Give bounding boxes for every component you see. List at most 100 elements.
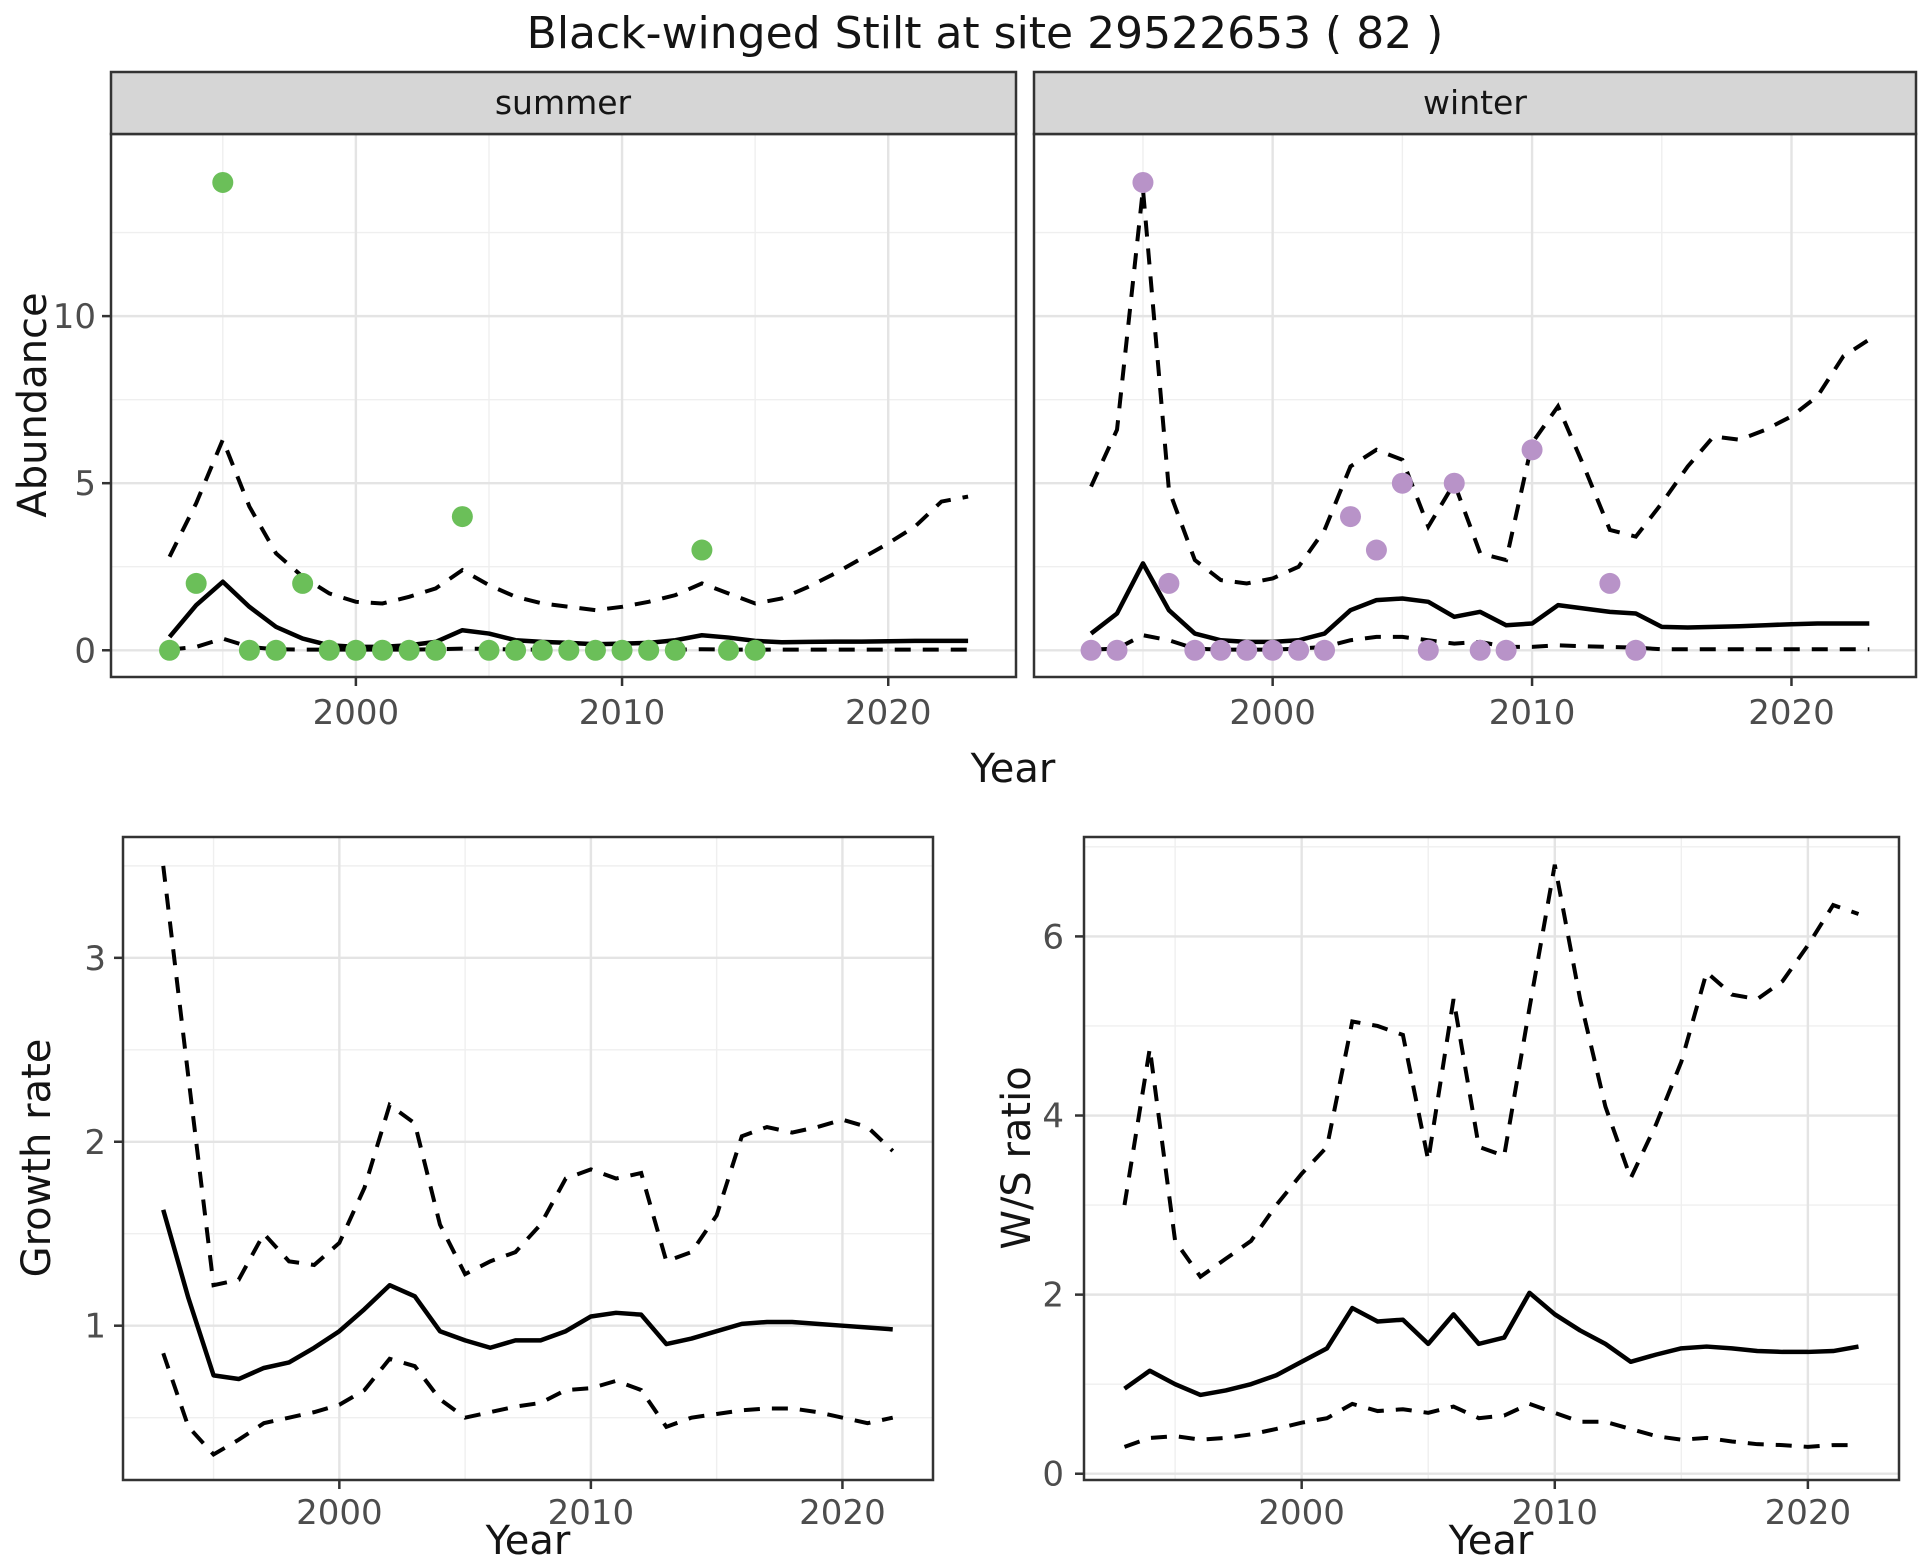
data-point xyxy=(1080,639,1102,661)
data-point xyxy=(372,639,393,661)
chart-title: Black-winged Stilt at site 29522653 ( 82… xyxy=(527,8,1444,59)
gridlines xyxy=(111,134,1016,677)
mean-line xyxy=(161,1209,893,1382)
panel-abundance_winter: 2000 2010 2020 xyxy=(1032,132,1918,733)
axis-ticks: 2000 2010 2020 1 2 3 xyxy=(84,939,885,1533)
x-axis-title-ws: Year xyxy=(1448,1518,1534,1560)
observation-points xyxy=(1080,171,1647,661)
data-point xyxy=(292,572,314,594)
data-point xyxy=(1469,639,1491,661)
axis-ticks: 2000 2010 2020 xyxy=(1229,677,1835,733)
panel-border xyxy=(1082,835,1901,1482)
y-tick-label: 0 xyxy=(74,631,96,671)
data-point xyxy=(691,539,713,561)
x-tick-label: 2000 xyxy=(1258,1493,1345,1533)
upper-ci-line xyxy=(1122,864,1860,1280)
panel-growth_rate: 2000 2010 2020 1 2 3 xyxy=(84,835,935,1533)
panel-abundance_summer: 2000 2010 2020 0 5 10 xyxy=(53,132,1018,733)
data-point xyxy=(1391,472,1413,494)
upper-ci-line xyxy=(1089,188,1871,586)
data-point xyxy=(1495,639,1517,661)
strip-rect-summer xyxy=(109,70,1018,136)
x-axis-title-top: Year xyxy=(970,746,1056,792)
x-tick-label: 2010 xyxy=(1489,693,1576,733)
data-point xyxy=(265,639,287,661)
x-tick-label: 2000 xyxy=(313,693,400,733)
y-tick-label: 6 xyxy=(1042,917,1064,957)
data-point xyxy=(611,639,633,661)
data-point xyxy=(505,639,527,661)
lower-ci-line xyxy=(1123,1401,1859,1449)
data-point xyxy=(718,639,740,661)
data-point xyxy=(584,639,606,661)
data-point xyxy=(345,639,367,661)
data-point xyxy=(1288,639,1310,661)
x-tick-label: 2010 xyxy=(579,693,666,733)
data-point xyxy=(1132,171,1154,193)
x-axis-title-growth: Year xyxy=(485,1518,571,1560)
lower-ci-line xyxy=(161,1352,894,1457)
panel-background xyxy=(1084,837,1899,1480)
data-point xyxy=(1625,639,1647,661)
data-point xyxy=(531,639,553,661)
panel-background xyxy=(1034,134,1916,677)
data-point xyxy=(1443,472,1465,494)
upper-ci-line xyxy=(161,865,895,1288)
y-axis-title-growth: Growth rate xyxy=(14,1039,60,1278)
gridlines xyxy=(1084,837,1899,1480)
x-tick-label: 2020 xyxy=(1748,693,1835,733)
y-tick-label: 10 xyxy=(53,297,96,337)
facet-strip-summer: summer xyxy=(109,70,1018,136)
x-tick-label: 2020 xyxy=(1765,1493,1852,1533)
y-tick-label: 4 xyxy=(1042,1097,1064,1137)
observation-points xyxy=(159,171,766,661)
panel-background xyxy=(123,837,933,1480)
data-point xyxy=(451,506,473,528)
facet-strip-winter: winter xyxy=(1032,70,1918,136)
data-point xyxy=(1158,572,1180,594)
data-point xyxy=(212,171,234,193)
data-point xyxy=(744,639,766,661)
axis-ticks: 2000 2010 2020 0 2 4 6 xyxy=(1042,917,1851,1533)
data-point xyxy=(664,639,686,661)
data-point xyxy=(185,572,207,594)
x-tick-label: 2000 xyxy=(1229,693,1316,733)
axis-ticks: 2000 2010 2020 0 5 10 xyxy=(53,297,932,733)
data-point xyxy=(1365,539,1387,561)
data-point xyxy=(1184,639,1206,661)
data-point xyxy=(1314,639,1336,661)
strip-label-summer: summer xyxy=(495,83,632,122)
x-tick-label: 2010 xyxy=(548,1493,635,1533)
panel-ws_ratio: 2000 2010 2020 0 2 4 6 xyxy=(1042,835,1901,1533)
x-tick-label: 2020 xyxy=(799,1493,886,1533)
y-tick-label: 3 xyxy=(84,939,106,979)
data-point xyxy=(1210,639,1232,661)
data-point xyxy=(398,639,420,661)
data-point xyxy=(1236,639,1258,661)
x-tick-label: 2010 xyxy=(1512,1493,1599,1533)
strip-rect-winter xyxy=(1032,70,1918,136)
y-axis-title-ws: W/S ratio xyxy=(994,1066,1040,1249)
y-tick-label: 1 xyxy=(84,1307,106,1347)
panel-background xyxy=(111,134,1016,677)
data-point xyxy=(1417,639,1439,661)
mean-line xyxy=(1123,1290,1859,1398)
data-point xyxy=(1521,439,1543,461)
gridlines xyxy=(123,837,933,1480)
data-point xyxy=(159,639,181,661)
data-point xyxy=(1599,572,1621,594)
y-tick-label: 2 xyxy=(84,1123,106,1163)
data-point xyxy=(638,639,660,661)
data-point xyxy=(1106,639,1128,661)
data-point xyxy=(558,639,580,661)
panel-border xyxy=(121,835,935,1482)
data-point xyxy=(1339,506,1361,528)
data-point xyxy=(425,639,447,661)
y-axis-title-abundance: Abundance xyxy=(10,292,56,517)
data-point xyxy=(1262,639,1284,661)
y-tick-label: 5 xyxy=(74,464,96,504)
y-tick-label: 2 xyxy=(1042,1276,1064,1316)
x-tick-label: 2020 xyxy=(845,693,932,733)
